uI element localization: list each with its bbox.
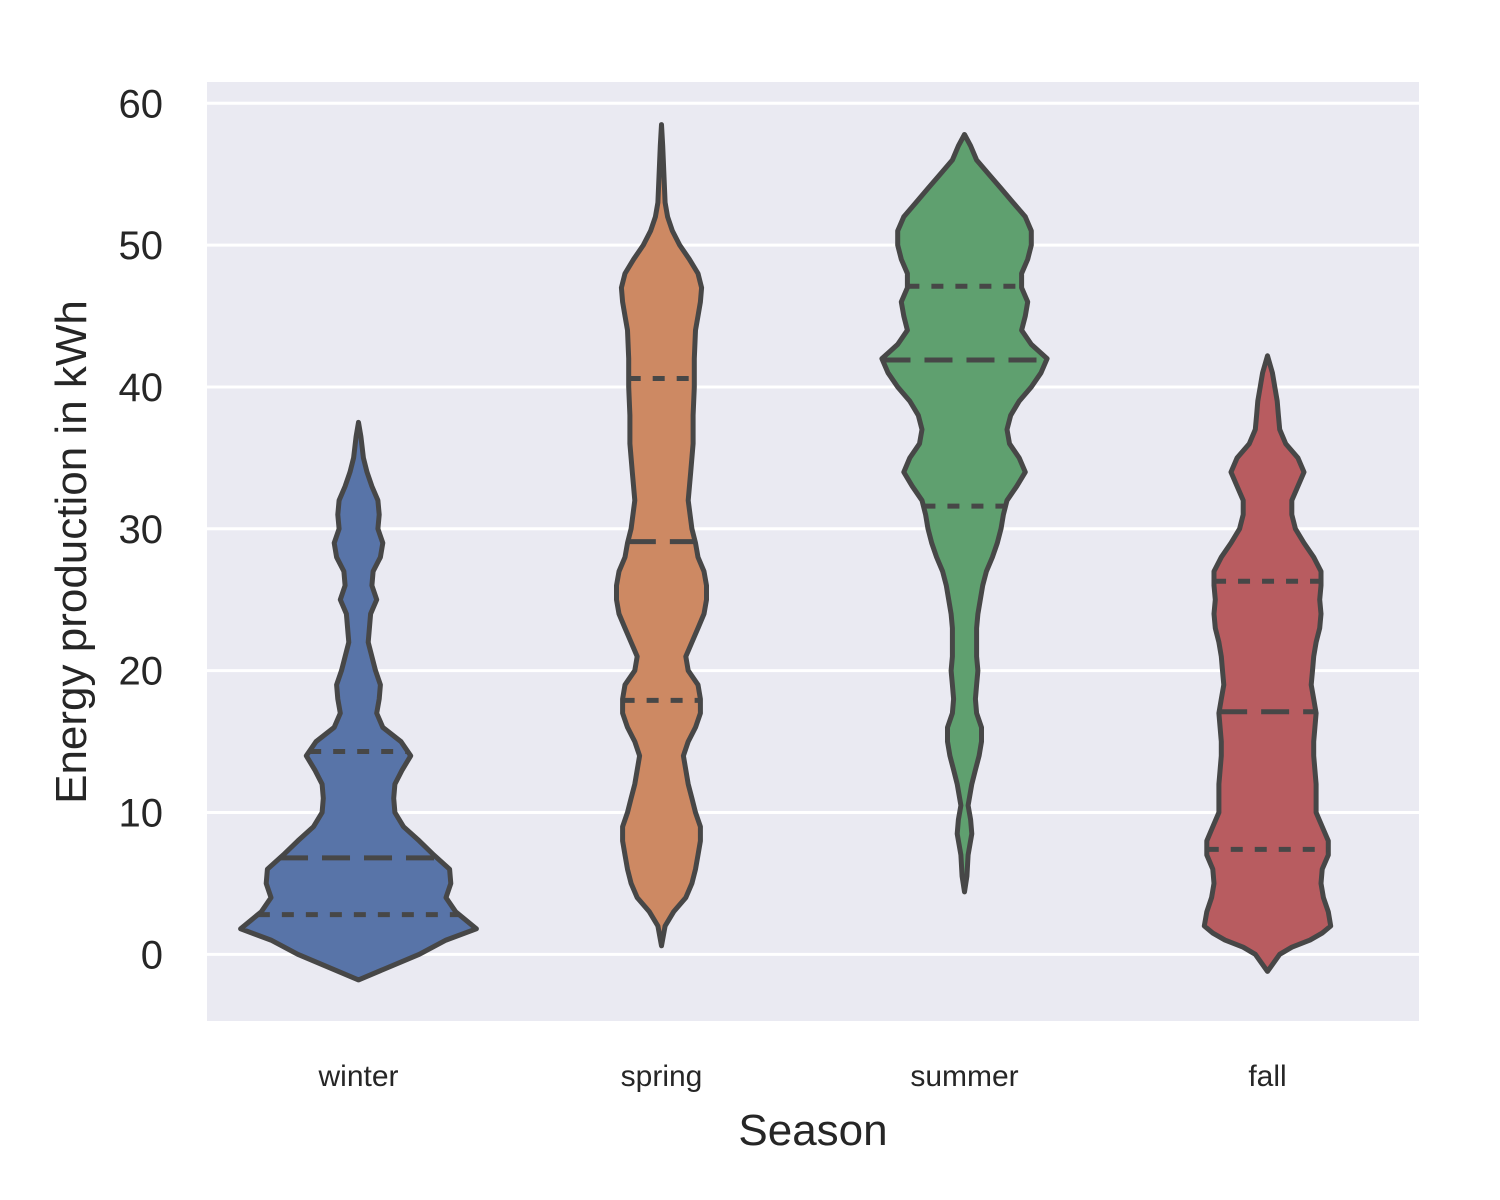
y-tick-label: 50 (119, 224, 164, 268)
y-tick-label: 60 (119, 82, 164, 126)
violin-body (1201, 353, 1334, 974)
violin-fall (1201, 353, 1334, 974)
y-axis-label: Energy production in kWh (47, 300, 96, 804)
violins (238, 122, 1334, 983)
y-tick-labels: 0 10 20 30 40 50 60 (119, 82, 164, 977)
x-tick-label: summer (910, 1060, 1018, 1093)
x-tick-label: spring (621, 1060, 703, 1093)
violin-spring (614, 122, 709, 949)
violin-winter (238, 419, 479, 983)
y-tick-label: 20 (119, 650, 164, 694)
y-tick-label: 0 (141, 933, 163, 977)
x-tick-label: fall (1248, 1060, 1286, 1093)
y-tick-label: 40 (119, 366, 164, 410)
x-axis-label: Season (738, 1106, 887, 1155)
violin-body (879, 132, 1050, 895)
y-tick-label: 10 (119, 791, 164, 835)
violin-body (614, 122, 709, 949)
x-tick-label: winter (317, 1060, 398, 1093)
y-tick-label: 30 (119, 508, 164, 552)
violin-summer (879, 132, 1050, 895)
violin-body (238, 419, 479, 983)
x-tick-labels: winter spring summer fall (317, 1060, 1286, 1093)
